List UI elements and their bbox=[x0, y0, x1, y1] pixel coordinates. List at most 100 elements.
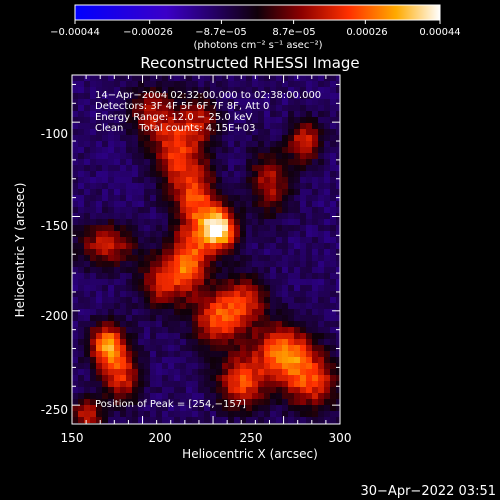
heatmap-cell bbox=[180, 225, 187, 232]
heatmap-cell bbox=[132, 357, 139, 364]
heatmap-cell bbox=[258, 255, 265, 262]
heatmap-cell bbox=[126, 411, 133, 418]
heatmap-cell bbox=[174, 279, 181, 286]
heatmap-cell bbox=[234, 183, 241, 190]
heatmap-cell bbox=[114, 177, 121, 184]
heatmap-cell bbox=[108, 129, 115, 136]
heatmap-cell bbox=[288, 321, 295, 328]
heatmap-cell bbox=[198, 243, 205, 250]
heatmap-cell bbox=[246, 153, 253, 160]
heatmap-cell bbox=[336, 87, 340, 94]
heatmap-cell bbox=[288, 327, 295, 334]
heatmap-cell bbox=[168, 207, 175, 214]
heatmap-cell bbox=[156, 237, 163, 244]
heatmap-cell bbox=[282, 237, 289, 244]
heatmap-cell bbox=[204, 87, 211, 94]
heatmap-cell bbox=[234, 399, 241, 406]
heatmap-cell bbox=[294, 339, 301, 346]
heatmap-cell bbox=[198, 201, 205, 208]
heatmap-cell bbox=[222, 297, 229, 304]
heatmap-cell bbox=[288, 405, 295, 412]
heatmap-cell bbox=[204, 303, 211, 310]
heatmap-cell bbox=[108, 261, 115, 268]
heatmap-cell bbox=[132, 375, 139, 382]
heatmap-cell bbox=[186, 135, 193, 142]
heatmap-cell bbox=[150, 315, 157, 322]
heatmap-cell bbox=[120, 243, 127, 250]
heatmap-cell bbox=[246, 105, 253, 112]
heatmap-cell bbox=[144, 231, 151, 238]
heatmap-cell bbox=[138, 273, 145, 280]
heatmap-cell bbox=[84, 225, 91, 232]
heatmap-cell bbox=[156, 279, 163, 286]
heatmap-cell bbox=[222, 159, 229, 166]
heatmap-cell bbox=[72, 153, 79, 160]
heatmap-cell bbox=[222, 381, 229, 388]
heatmap-cell bbox=[234, 315, 241, 322]
heatmap-cell bbox=[222, 369, 229, 376]
heatmap-cell bbox=[90, 195, 97, 202]
heatmap-cell bbox=[108, 201, 115, 208]
heatmap-cell bbox=[294, 243, 301, 250]
heatmap-cell bbox=[240, 369, 247, 376]
heatmap-cell bbox=[144, 93, 151, 100]
heatmap-cell bbox=[114, 363, 121, 370]
heatmap-cell bbox=[144, 309, 151, 316]
heatmap-cell bbox=[246, 369, 253, 376]
heatmap-cell bbox=[102, 237, 109, 244]
heatmap-cell bbox=[108, 207, 115, 214]
heatmap-cell bbox=[300, 237, 307, 244]
heatmap-cell bbox=[168, 243, 175, 250]
heatmap-cell bbox=[132, 339, 139, 346]
heatmap-cell bbox=[156, 303, 163, 310]
heatmap-cell bbox=[324, 321, 331, 328]
heatmap-cell bbox=[138, 207, 145, 214]
heatmap-cell bbox=[180, 405, 187, 412]
heatmap-cell bbox=[126, 75, 133, 82]
heatmap-cell bbox=[288, 309, 295, 316]
colorbar-ticks bbox=[74, 20, 441, 24]
heatmap-cell bbox=[156, 345, 163, 352]
heatmap-cell bbox=[156, 129, 163, 136]
heatmap-cell bbox=[228, 153, 235, 160]
heatmap-cell bbox=[312, 261, 319, 268]
heatmap-cell bbox=[216, 255, 223, 262]
heatmap-cell bbox=[336, 315, 340, 322]
heatmap-cell bbox=[312, 75, 319, 82]
heatmap-cell bbox=[180, 291, 187, 298]
heatmap-cell bbox=[336, 363, 340, 370]
heatmap-cell bbox=[126, 261, 133, 268]
heatmap-cell bbox=[192, 141, 199, 148]
heatmap-cell bbox=[156, 309, 163, 316]
heatmap-cell bbox=[78, 99, 85, 106]
heatmap-cell bbox=[300, 171, 307, 178]
heatmap-cell bbox=[138, 363, 145, 370]
heatmap-cell bbox=[204, 387, 211, 394]
heatmap-cell bbox=[78, 357, 85, 364]
heatmap-cell bbox=[234, 195, 241, 202]
heatmap-cell bbox=[114, 135, 121, 142]
heatmap-cell bbox=[126, 159, 133, 166]
heatmap-cell bbox=[270, 315, 277, 322]
heatmap-cell bbox=[114, 117, 121, 124]
heatmap-cell bbox=[312, 87, 319, 94]
heatmap-cell bbox=[240, 123, 247, 130]
heatmap-cell bbox=[246, 177, 253, 184]
heatmap-cell bbox=[324, 261, 331, 268]
annotation-total-counts: Clean Total counts: 4.15E+03 bbox=[95, 123, 255, 134]
heatmap-cell bbox=[138, 237, 145, 244]
heatmap-cell bbox=[186, 375, 193, 382]
heatmap-cell bbox=[90, 177, 97, 184]
heatmap-cell bbox=[288, 105, 295, 112]
heatmap-cell bbox=[126, 243, 133, 250]
heatmap-cell bbox=[90, 351, 97, 358]
heatmap-cell bbox=[288, 297, 295, 304]
heatmap-cell bbox=[90, 273, 97, 280]
heatmap-cell bbox=[300, 405, 307, 412]
heatmap-cell bbox=[102, 105, 109, 112]
heatmap-cell bbox=[282, 111, 289, 118]
heatmap-cell bbox=[216, 249, 223, 256]
heatmap-cell bbox=[324, 255, 331, 262]
heatmap-cell bbox=[216, 201, 223, 208]
heatmap-cell bbox=[84, 129, 91, 136]
